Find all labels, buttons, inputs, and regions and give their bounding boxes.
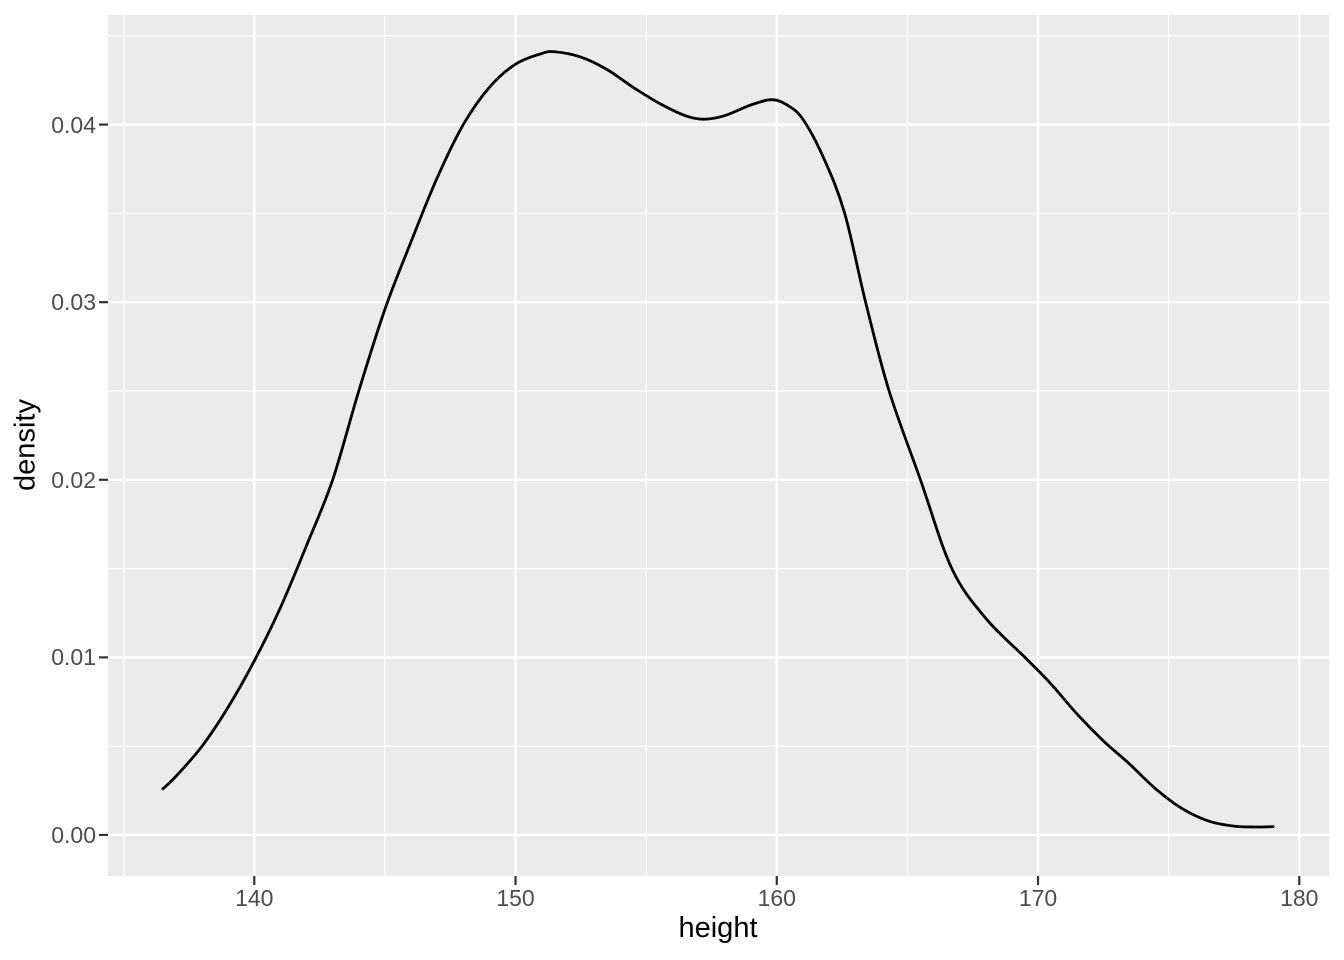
- x-tick-label: 150: [496, 885, 535, 911]
- y-tick-label: 0.00: [51, 821, 96, 848]
- y-tick-label: 0.01: [51, 644, 96, 671]
- y-tick-label: 0.04: [51, 111, 96, 138]
- density-curve: [161, 50, 1275, 829]
- x-tick-label: 180: [1280, 885, 1319, 911]
- y-tick-label: 0.03: [51, 289, 96, 316]
- x-axis-title: height: [678, 912, 758, 944]
- x-tick-label: 160: [757, 885, 796, 911]
- y-axis-title: density: [9, 399, 42, 491]
- x-tick-label: 170: [1018, 885, 1058, 911]
- plot-panel: [108, 15, 1330, 876]
- x-tick-label: 140: [235, 885, 274, 911]
- y-tick-label: 0.02: [51, 466, 96, 493]
